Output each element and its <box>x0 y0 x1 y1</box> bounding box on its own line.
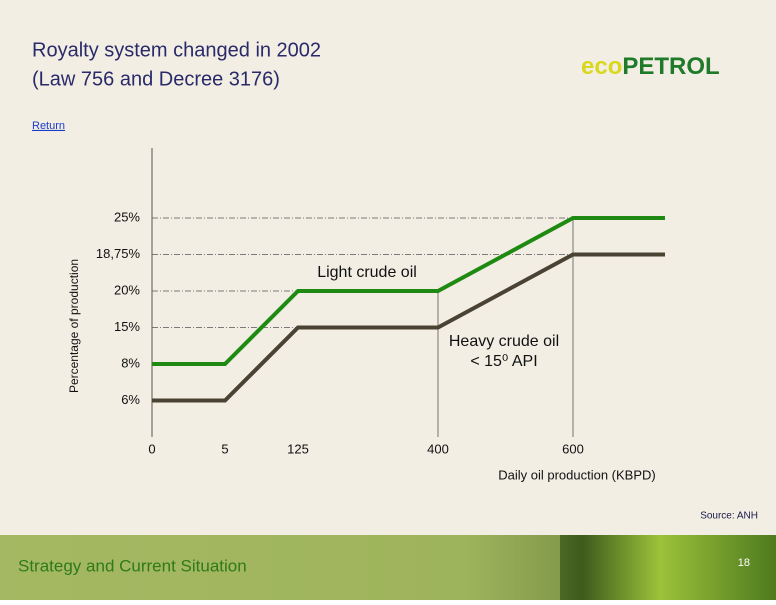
annotation: Heavy crude oil <box>449 333 559 350</box>
annotation: Light crude oil <box>317 264 417 281</box>
x-tick-label: 125 <box>287 441 309 456</box>
logo-petrol: PETROL <box>622 53 719 80</box>
y-tick-label: 8% <box>121 355 140 370</box>
annotation: < 15⁰ API <box>470 353 537 370</box>
y-tick-label: 15% <box>114 319 140 334</box>
series-line <box>152 216 665 366</box>
y-tick-label: 20% <box>114 282 140 297</box>
footer-text: Strategy and Current Situation <box>18 556 247 575</box>
slide-title: Royalty system changed in 2002 <box>32 39 321 61</box>
slide-subtitle: (Law 756 and Decree 3176) <box>32 68 280 90</box>
chart: 25% 18,75% 20% 15% 8% 6% 0 5 125 400 600 Percentage… <box>67 148 665 482</box>
x-axis-label: Daily oil production (KBPD) <box>498 467 656 482</box>
logo-eco: eco <box>581 53 622 80</box>
y-axis-label: Percentage of production <box>67 259 81 393</box>
x-tick-label: 400 <box>427 441 449 456</box>
x-tick-label: 0 <box>148 441 155 456</box>
return-link[interactable]: Return <box>32 120 65 132</box>
y-tick-label: 25% <box>114 209 140 224</box>
x-tick-label: 600 <box>562 441 584 456</box>
y-tick-label: 18,75% <box>96 246 141 261</box>
series-line <box>152 252 665 403</box>
footer-band-left <box>0 535 560 600</box>
page-number: 18 <box>738 557 750 569</box>
x-tick-label: 5 <box>221 441 228 456</box>
y-tick-label: 6% <box>121 392 140 407</box>
source: Source: ANH <box>700 511 758 522</box>
logo: ecoPETROL <box>581 53 720 80</box>
